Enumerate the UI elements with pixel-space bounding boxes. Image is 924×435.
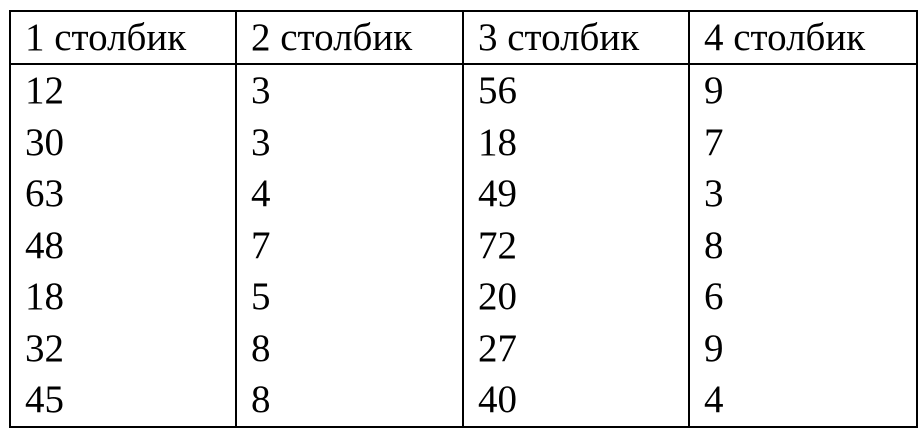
table-cell: 40 <box>462 374 690 428</box>
column-header: 4 столбик <box>688 10 918 65</box>
table-cell: 49 <box>462 168 690 220</box>
table-cell: 8 <box>688 219 918 271</box>
table-cell: 7 <box>235 219 464 271</box>
table-cell: 32 <box>9 322 237 374</box>
table-row: 32 8 27 9 <box>9 322 918 374</box>
table-cell: 20 <box>462 271 690 323</box>
table-cell: 45 <box>9 374 237 428</box>
table-cell: 8 <box>235 374 464 428</box>
table-cell: 4 <box>235 168 464 220</box>
table-cell: 6 <box>688 271 918 323</box>
table-cell: 18 <box>9 271 237 323</box>
table-cell: 4 <box>688 374 918 428</box>
table-cell: 30 <box>9 116 237 168</box>
table-cell: 12 <box>9 64 237 117</box>
table-cell: 18 <box>462 116 690 168</box>
table-cell: 48 <box>9 219 237 271</box>
table-cell: 9 <box>688 64 918 117</box>
table-cell: 3 <box>688 168 918 220</box>
table-row: 12 3 56 9 <box>9 64 918 117</box>
table-cell: 9 <box>688 322 918 374</box>
table-cell: 3 <box>235 64 464 117</box>
table-row: 63 4 49 3 <box>9 168 918 220</box>
table-cell: 7 <box>688 116 918 168</box>
table-cell: 27 <box>462 322 690 374</box>
table-row: 18 5 20 6 <box>9 271 918 323</box>
column-header: 3 столбик <box>462 10 690 65</box>
table-cell: 56 <box>462 64 690 117</box>
table-row: 45 8 40 4 <box>9 374 918 428</box>
data-table: 1 столбик 2 столбик 3 столбик 4 столбик … <box>9 10 918 428</box>
table-row: 30 3 18 7 <box>9 116 918 168</box>
column-header: 1 столбик <box>9 10 237 65</box>
table-row: 48 7 72 8 <box>9 219 918 271</box>
column-header: 2 столбик <box>235 10 464 65</box>
table-cell: 72 <box>462 219 690 271</box>
table-cell: 5 <box>235 271 464 323</box>
table-cell: 63 <box>9 168 237 220</box>
table-cell: 8 <box>235 322 464 374</box>
table-cell: 3 <box>235 116 464 168</box>
header-row: 1 столбик 2 столбик 3 столбик 4 столбик <box>9 10 918 65</box>
